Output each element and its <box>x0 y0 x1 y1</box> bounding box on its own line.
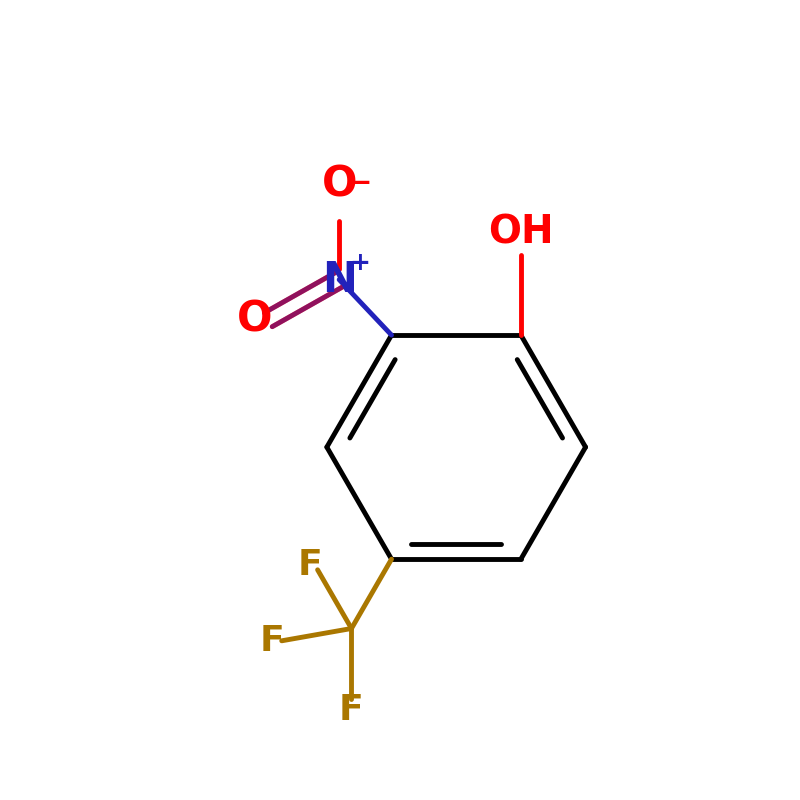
Text: O: O <box>322 164 357 206</box>
Text: N: N <box>322 258 357 301</box>
Text: F: F <box>298 548 322 582</box>
Text: +: + <box>349 251 370 275</box>
Text: OH: OH <box>488 214 554 252</box>
Text: F: F <box>339 694 364 727</box>
Text: O: O <box>237 298 273 341</box>
Text: −: − <box>349 169 372 197</box>
Text: F: F <box>259 624 284 658</box>
